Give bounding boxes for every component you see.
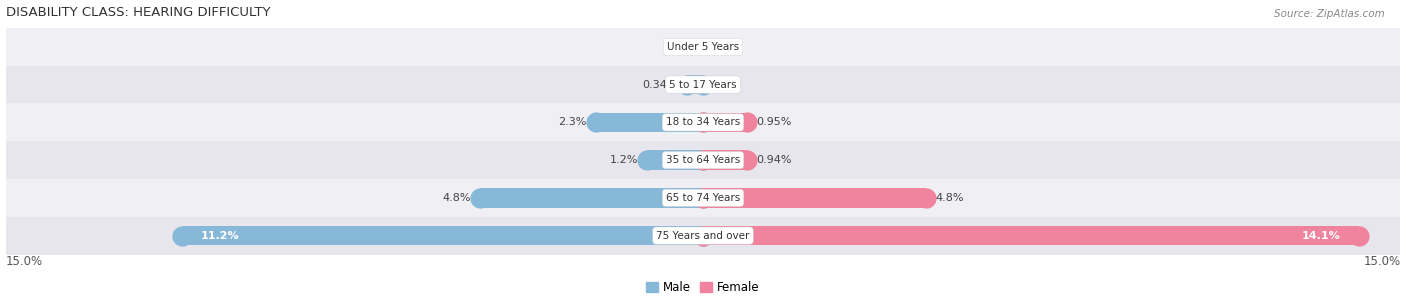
- Text: 0.94%: 0.94%: [756, 155, 792, 165]
- Text: 11.2%: 11.2%: [201, 231, 239, 241]
- Bar: [703, 113, 747, 132]
- Bar: [703, 150, 747, 170]
- Bar: [6, 179, 1400, 217]
- Text: 5 to 17 Years: 5 to 17 Years: [669, 80, 737, 90]
- Bar: [703, 226, 1358, 245]
- Text: 65 to 74 Years: 65 to 74 Years: [666, 193, 740, 203]
- Text: Under 5 Years: Under 5 Years: [666, 42, 740, 52]
- Text: 4.8%: 4.8%: [935, 193, 965, 203]
- Bar: [6, 103, 1400, 141]
- Text: 75 Years and over: 75 Years and over: [657, 231, 749, 241]
- Bar: [6, 28, 1400, 66]
- Text: 1.2%: 1.2%: [610, 155, 638, 165]
- Text: 2.3%: 2.3%: [558, 118, 586, 127]
- Bar: [688, 75, 703, 95]
- Text: 0.0%: 0.0%: [665, 42, 693, 52]
- Text: 15.0%: 15.0%: [1364, 255, 1400, 267]
- Text: 35 to 64 Years: 35 to 64 Years: [666, 155, 740, 165]
- Text: Source: ZipAtlas.com: Source: ZipAtlas.com: [1274, 9, 1385, 19]
- Bar: [6, 217, 1400, 255]
- Bar: [596, 113, 703, 132]
- Bar: [479, 188, 703, 208]
- Text: DISABILITY CLASS: HEARING DIFFICULTY: DISABILITY CLASS: HEARING DIFFICULTY: [6, 6, 270, 19]
- Bar: [6, 141, 1400, 179]
- Text: 0.0%: 0.0%: [713, 42, 741, 52]
- Text: 0.0%: 0.0%: [713, 80, 741, 90]
- Text: 0.34%: 0.34%: [643, 80, 678, 90]
- Bar: [703, 188, 927, 208]
- Bar: [183, 226, 703, 245]
- Bar: [6, 66, 1400, 103]
- Legend: Male, Female: Male, Female: [641, 276, 765, 298]
- Text: 15.0%: 15.0%: [6, 255, 42, 267]
- Text: 18 to 34 Years: 18 to 34 Years: [666, 118, 740, 127]
- Bar: [647, 150, 703, 170]
- Text: 14.1%: 14.1%: [1301, 231, 1340, 241]
- Text: 0.95%: 0.95%: [756, 118, 792, 127]
- Text: 4.8%: 4.8%: [441, 193, 471, 203]
